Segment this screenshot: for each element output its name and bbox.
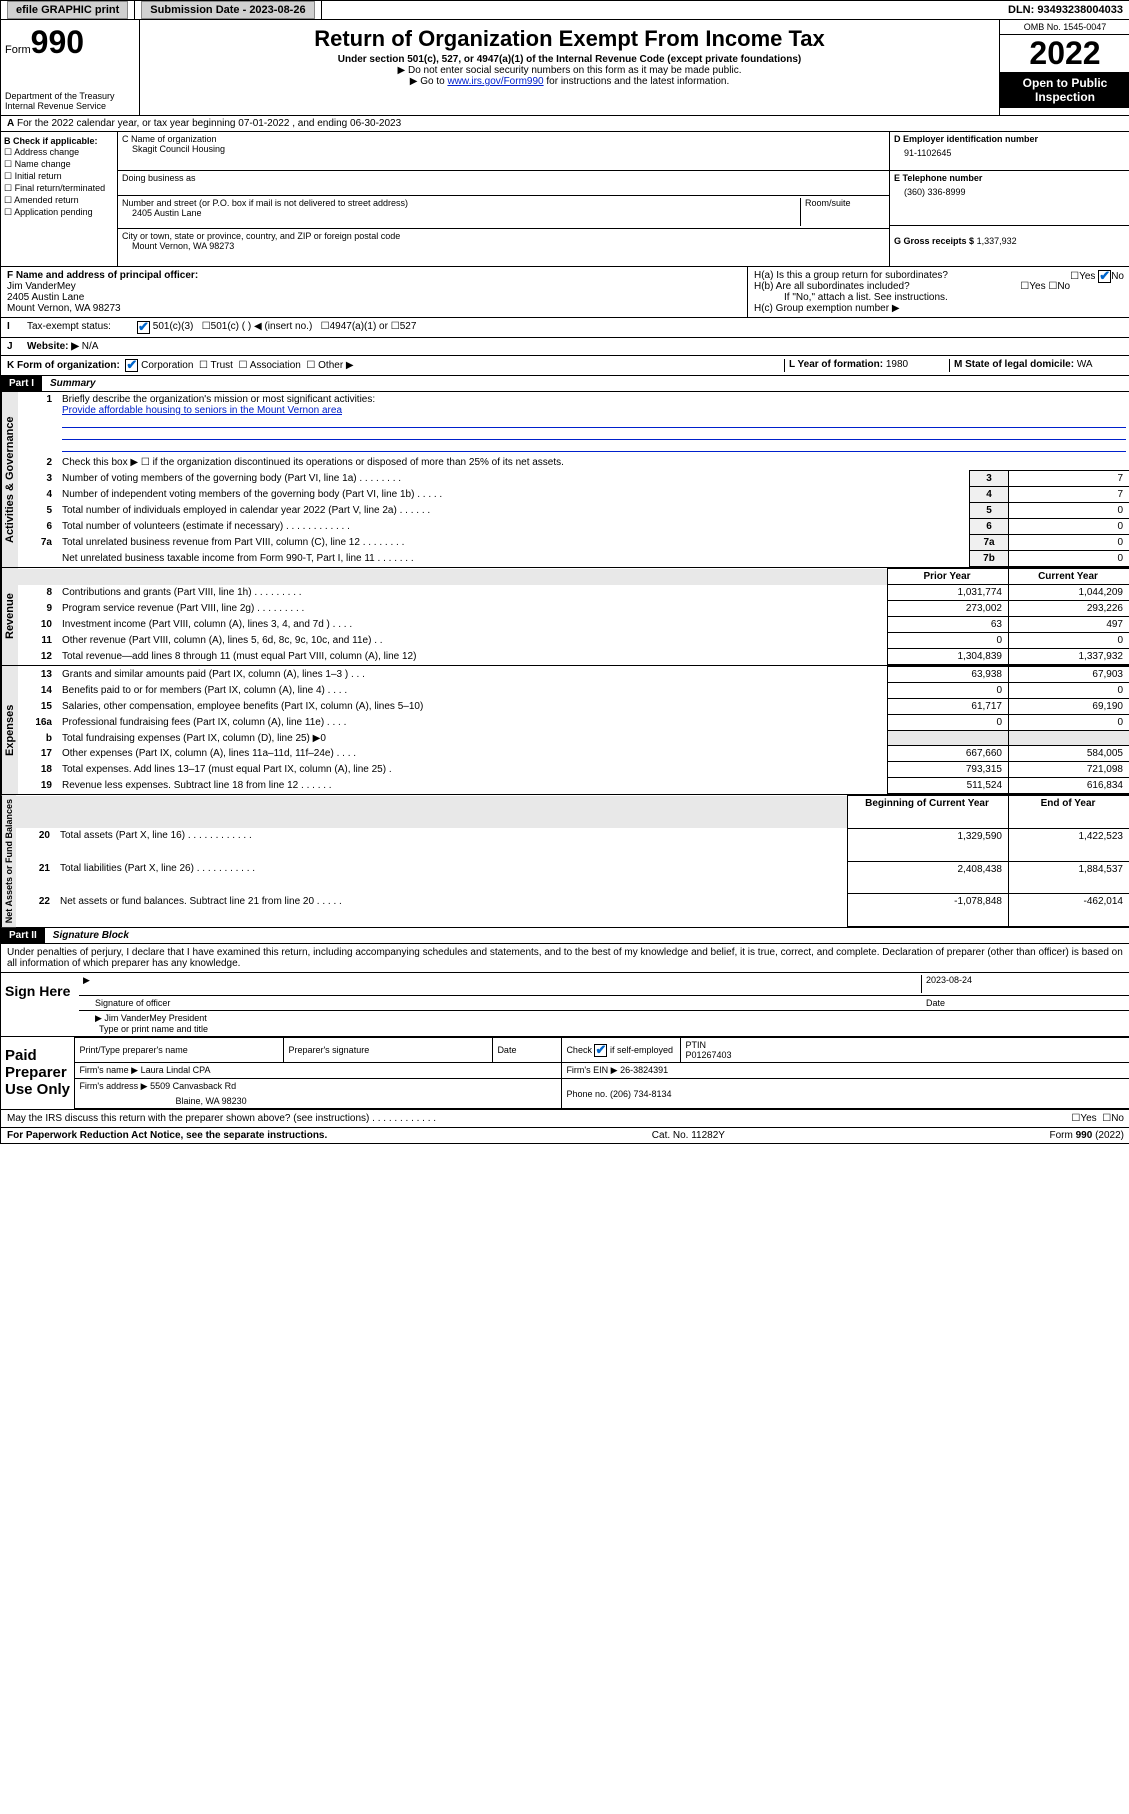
top-bar: efile GRAPHIC print Submission Date - 20… <box>1 1 1129 20</box>
sig-officer-label: Signature of officer <box>83 998 922 1008</box>
q2-text: Check this box ▶ ☐ if the organization d… <box>58 455 1129 471</box>
part1-header: Part I <box>1 376 42 391</box>
section-revenue: Revenue <box>1 568 18 665</box>
city-state-zip: Mount Vernon, WA 98273 <box>122 241 885 251</box>
tax-year: 2022 <box>1000 35 1129 72</box>
part2-header: Part II <box>1 928 45 943</box>
prep-sig-label: Preparer's signature <box>284 1038 493 1063</box>
row-a-tax-year: A For the 2022 calendar year, or tax yea… <box>1 116 1129 132</box>
dln: DLN: 93493238004033 <box>1002 1 1129 19</box>
tel-value: (360) 336-8999 <box>894 183 1126 201</box>
part1-title: Summary <box>42 376 104 391</box>
officer-name: Jim VanderMey <box>7 281 741 292</box>
sign-here-label: Sign Here <box>1 973 79 1036</box>
form-org-label: K Form of organization: <box>7 360 120 371</box>
firm-city: Blaine, WA 98230 <box>75 1094 562 1109</box>
501c3-check <box>137 321 150 334</box>
section-governance: Activities & Governance <box>1 392 18 567</box>
q1-label: Briefly describe the organization's miss… <box>62 394 375 405</box>
hb-note: If "No," attach a list. See instructions… <box>754 292 1124 303</box>
subtitle-2: ▶ Do not enter social security numbers o… <box>144 65 995 76</box>
perjury-declaration: Under penalties of perjury, I declare th… <box>1 944 1129 973</box>
city-label: City or town, state or province, country… <box>122 231 885 241</box>
state-domicile-label: M State of legal domicile: <box>954 359 1074 370</box>
form-number: Form990 <box>5 24 135 61</box>
sig-date: 2023-08-24 <box>921 975 1126 993</box>
officer-addr1: 2405 Austin Lane <box>7 292 741 303</box>
omb-number: OMB No. 1545-0047 <box>1000 20 1129 35</box>
officer-printed-name: Jim VanderMey President <box>104 1013 206 1023</box>
officer-addr2: Mount Vernon, WA 98273 <box>7 303 741 314</box>
subtitle-3: ▶ Go to www.irs.gov/Form990 for instruct… <box>144 76 995 87</box>
footer-mid: Cat. No. 11282Y <box>652 1130 725 1141</box>
irs-link[interactable]: www.irs.gov/Form990 <box>447 76 543 87</box>
year-formation: 1980 <box>886 359 908 370</box>
addr-label: Number and street (or P.O. box if mail i… <box>122 198 800 208</box>
subtitle-1: Under section 501(c), 527, or 4947(a)(1)… <box>144 54 995 65</box>
self-employed-check: Check if self-employed <box>566 1045 673 1055</box>
part2-title: Signature Block <box>45 928 137 943</box>
submission-btn[interactable]: Submission Date - 2023-08-26 <box>141 1 314 19</box>
org-name: Skagit Council Housing <box>122 144 885 154</box>
section-expenses: Expenses <box>1 666 18 794</box>
website-value: N/A <box>82 341 99 352</box>
gross-value: 1,337,932 <box>977 236 1017 246</box>
firm-phone: (206) 734-8134 <box>610 1089 672 1099</box>
form-title: Return of Organization Exempt From Incom… <box>144 26 995 52</box>
ein-value: 91-1102645 <box>894 144 1126 162</box>
firm-name: Laura Lindal CPA <box>141 1065 211 1075</box>
name-title-label: Type or print name and title <box>95 1024 208 1034</box>
ein-label: D Employer identification number <box>894 134 1126 144</box>
hc-row: H(c) Group exemption number ▶ <box>754 303 1124 314</box>
gross-label: G Gross receipts $ <box>894 236 974 246</box>
footer-right: Form 990 (2022) <box>1050 1130 1124 1141</box>
prep-name-label: Print/Type preparer's name <box>75 1038 284 1063</box>
room-label: Room/suite <box>800 198 885 226</box>
date-label: Date <box>922 998 1126 1008</box>
ptin-value: P01267403 <box>685 1050 731 1060</box>
may-irs-discuss: May the IRS discuss this return with the… <box>1 1110 1129 1128</box>
website-label: Website: ▶ <box>27 341 79 352</box>
org-name-label: C Name of organization <box>122 134 885 144</box>
tel-label: E Telephone number <box>894 173 1126 183</box>
footer-left: For Paperwork Reduction Act Notice, see … <box>7 1130 327 1141</box>
firm-address: 5509 Canvasback Rd <box>150 1081 236 1091</box>
irs-label: Internal Revenue Service <box>5 101 135 111</box>
corp-check <box>125 359 138 372</box>
officer-label: F Name and address of principal officer: <box>7 270 741 281</box>
hb-row: H(b) Are all subordinates included? ☐Yes… <box>754 281 1124 292</box>
dba-label: Doing business as <box>122 173 885 183</box>
q1-answer: Provide affordable housing to seniors in… <box>62 405 342 416</box>
street-address: 2405 Austin Lane <box>122 208 800 218</box>
ha-row: H(a) Is this a group return for subordin… <box>754 270 1124 281</box>
paid-preparer-label: Paid Preparer Use Only <box>1 1037 74 1109</box>
firm-ein: 26-3824391 <box>620 1065 668 1075</box>
state-domicile: WA <box>1077 359 1093 370</box>
year-formation-label: L Year of formation: <box>789 359 883 370</box>
col-b-checkboxes: B Check if applicable: ☐ Address change … <box>1 132 118 266</box>
ha-no-check <box>1098 270 1111 283</box>
dept-treasury: Department of the Treasury <box>5 91 135 101</box>
open-public: Open to Public Inspection <box>1000 72 1129 108</box>
efile-btn[interactable]: efile GRAPHIC print <box>7 1 128 19</box>
tax-exempt-label: Tax-exempt status: <box>27 321 137 334</box>
section-net-assets: Net Assets or Fund Balances <box>1 795 16 927</box>
